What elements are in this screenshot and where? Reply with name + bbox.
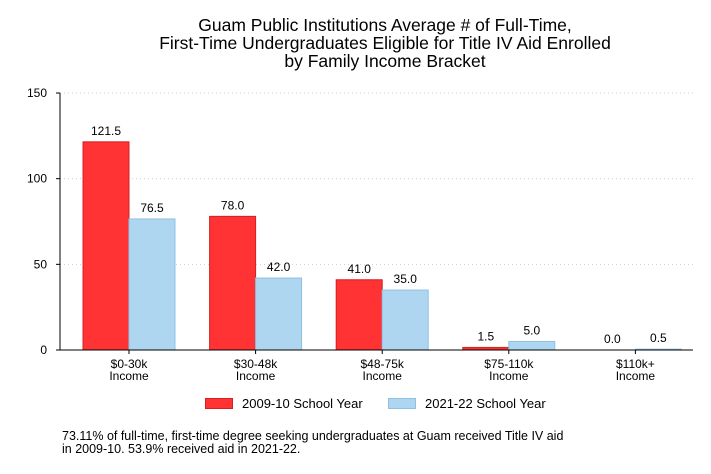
- bar-s1-c2: [381, 289, 429, 351]
- bar-s0-c2: [335, 279, 383, 351]
- bar-label-s1-c4: 0.5: [650, 331, 667, 345]
- bar-label-s0-c2: 41.0: [348, 262, 372, 276]
- bar-chart: 0 50 100 150 121.5 78.0 41.0 1.5 0.0 76.5 42.0 35.0…: [27, 86, 693, 383]
- chart-title-line-2: First-Time Undergraduates Eligible for T…: [159, 33, 611, 53]
- bar-s1-c3: [508, 340, 556, 351]
- legend: 2009-10 School Year 2021-22 School Year: [0, 396, 711, 416]
- footnote-line-1: 73.11% of full-time, first-time degree s…: [62, 429, 564, 443]
- chart-title: Guam Public Institutions Average # of Fu…: [0, 16, 711, 70]
- bar-label-s0-c0: 121.5: [91, 124, 121, 138]
- bar-label-s0-c1: 78.0: [221, 198, 245, 212]
- x-tick-label-1-0: $30-48k: [234, 357, 278, 371]
- bar-label-s0-c4: 0.0: [604, 332, 621, 346]
- y-tick-label-3: 150: [27, 86, 47, 100]
- bar-label-s0-c3: 1.5: [477, 329, 494, 343]
- y-tick-label-2: 100: [27, 172, 47, 186]
- y-tick-label-1: 50: [34, 257, 48, 271]
- bar-label-s1-c0: 76.5: [140, 201, 164, 215]
- footnote-line-2: in 2009-10. 53.9% received aid in 2021-2…: [62, 442, 301, 456]
- x-tick-label-1-1: Income: [236, 369, 276, 383]
- x-tick-label-2-0: $48-75k: [361, 357, 405, 371]
- bar-label-s1-c1: 42.0: [267, 260, 291, 274]
- legend-label-2021-22: 2021-22 School Year: [425, 396, 546, 411]
- x-tick-label-3-1: Income: [489, 369, 529, 383]
- legend-swatch-2009-10: [205, 398, 233, 409]
- x-tick-label-3-0: $75-110k: [484, 357, 534, 371]
- x-tick-label-0-0: $0-30k: [111, 357, 149, 371]
- x-tick-label-0-1: Income: [109, 369, 149, 383]
- legend-label-2009-10: 2009-10 School Year: [242, 396, 363, 411]
- chart-title-line-3: by Family Income Bracket: [284, 51, 486, 71]
- legend-item-2009-10: 2009-10 School Year: [205, 396, 363, 411]
- x-tick-label-4-0: $110k+: [616, 357, 655, 371]
- bar-s0-c1: [209, 215, 257, 351]
- bar-s1-c1: [255, 277, 303, 351]
- bar-label-s1-c3: 5.0: [523, 323, 540, 337]
- y-tick-label-0: 0: [40, 343, 47, 357]
- bar-label-s1-c2: 35.0: [394, 272, 418, 286]
- legend-swatch-2021-22: [388, 398, 416, 409]
- bar-s0-c0: [82, 141, 130, 351]
- bar-s1-c0: [128, 218, 176, 351]
- chart-title-line-1: Guam Public Institutions Average # of Fu…: [198, 15, 572, 35]
- footnote: 73.11% of full-time, first-time degree s…: [62, 430, 692, 456]
- x-tick-label-4-1: Income: [616, 369, 656, 383]
- legend-item-2021-22: 2021-22 School Year: [388, 396, 546, 411]
- x-tick-label-2-1: Income: [363, 369, 403, 383]
